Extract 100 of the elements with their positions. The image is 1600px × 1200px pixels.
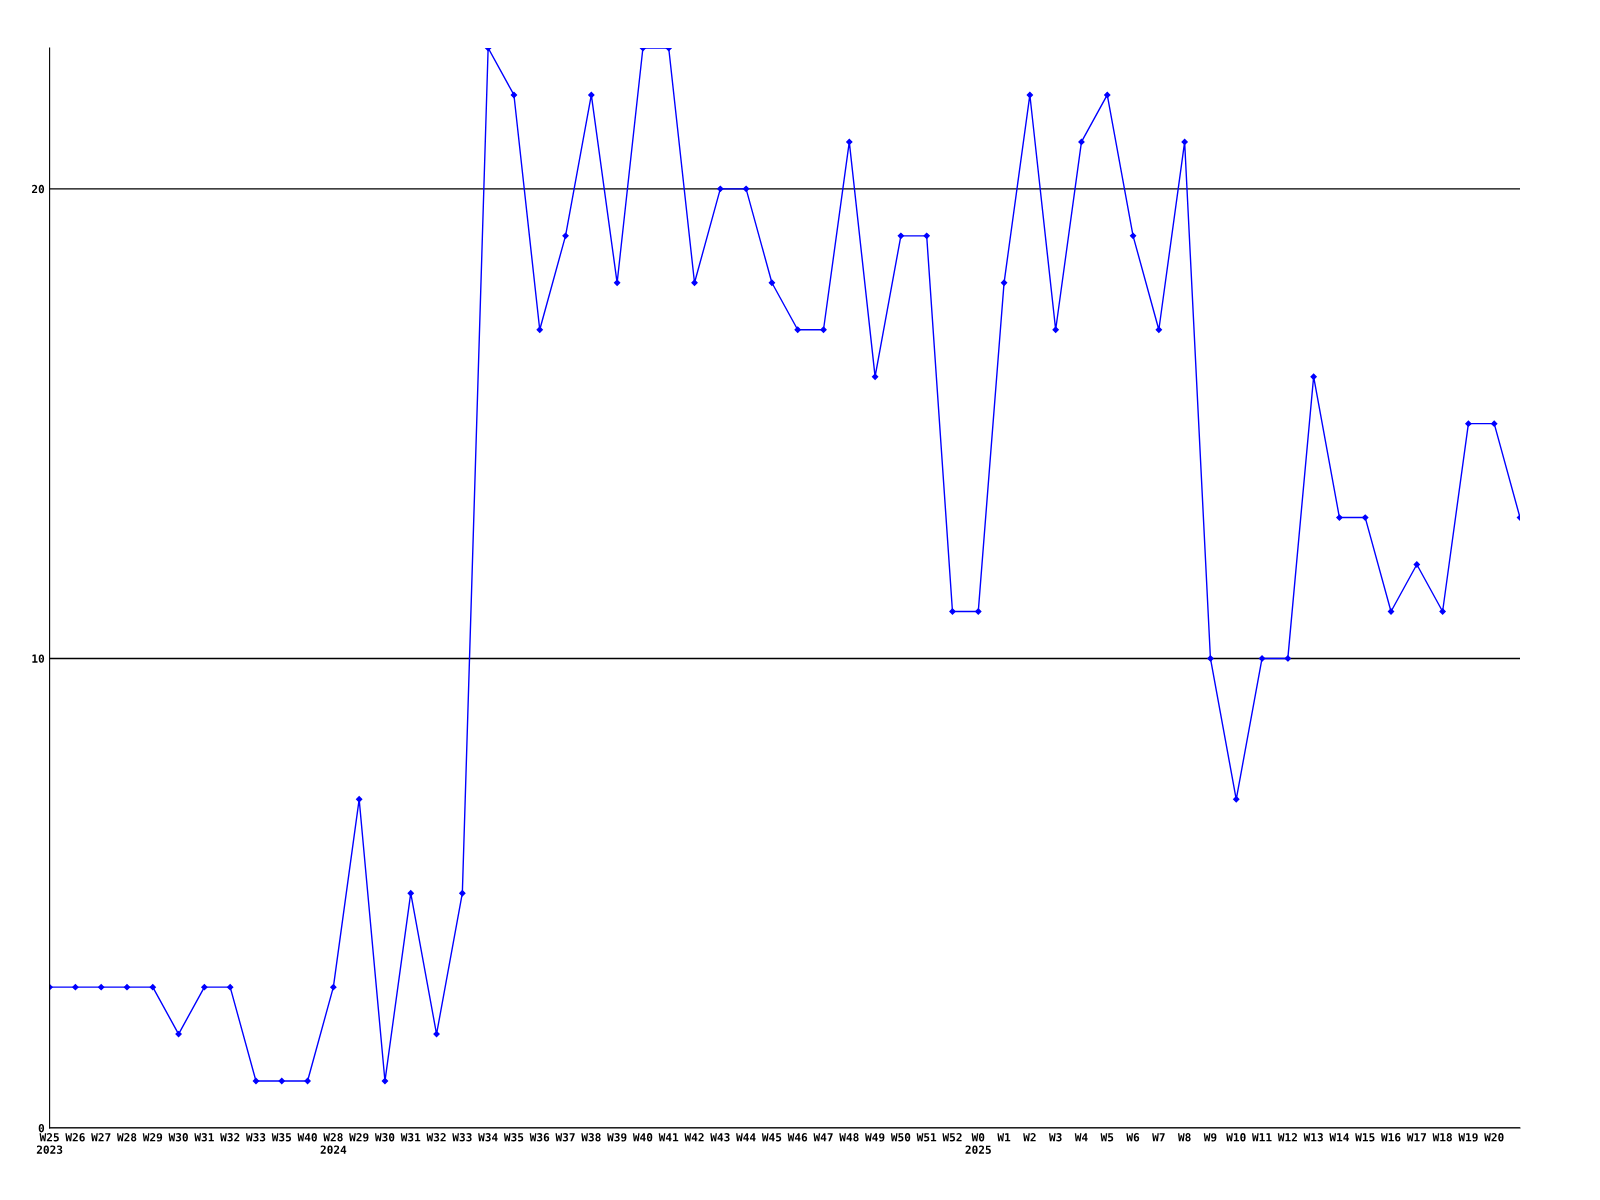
x-tick-label: W30 [168, 1133, 188, 1142]
x-tick-label: W32 [426, 1133, 446, 1142]
point [1052, 326, 1059, 333]
point [149, 983, 156, 991]
x-tick-label: W9 [1203, 1133, 1217, 1142]
x-tick-label: W40 [632, 1133, 653, 1142]
line-series [49, 48, 1520, 1085]
y-tick-label: 0 [38, 1123, 45, 1133]
point [1104, 91, 1111, 99]
point [175, 1030, 182, 1038]
x-tick-label: W6 [1126, 1133, 1140, 1142]
y-tick-label: 10 [32, 654, 45, 663]
x-tick-label: W35 [503, 1133, 524, 1142]
point [846, 138, 853, 146]
point [1413, 561, 1420, 568]
point [407, 890, 414, 897]
point [1491, 420, 1498, 427]
x-tick-label: W0 2025 [965, 1133, 991, 1154]
x-tick-label: W20 [1484, 1133, 1504, 1142]
x-tick-label: W51 [916, 1133, 937, 1142]
point [433, 1030, 440, 1038]
point [278, 1077, 285, 1085]
x-tick-label: W26 [65, 1133, 85, 1142]
point [98, 983, 105, 991]
x-tick-label: W19 [1458, 1133, 1478, 1142]
x-tick-label: W33 [245, 1133, 266, 1142]
x-tick-label: W39 [607, 1133, 627, 1142]
x-tick-label: W52 [942, 1133, 962, 1142]
x-tick-label: W28 2024 [320, 1133, 347, 1154]
point [252, 1077, 260, 1085]
x-tick-label: W28 [116, 1133, 137, 1142]
point [1233, 796, 1240, 803]
point [820, 326, 827, 333]
point [1465, 420, 1472, 427]
point [691, 279, 698, 286]
x-tick-label: W31 [194, 1133, 214, 1142]
point [768, 279, 776, 286]
x-tick-label: W44 [736, 1133, 756, 1142]
x-tick-label: W42 [684, 1133, 704, 1142]
x-tick-label: W15 [1355, 1133, 1375, 1142]
y-tick-label: 20 [31, 184, 45, 194]
x-tick-label: W5 [1100, 1133, 1114, 1142]
x-tick-label: W29 [349, 1133, 369, 1142]
x-tick-label: W50 [890, 1133, 911, 1142]
point [1078, 138, 1085, 146]
x-tick-label: W7 [1152, 1133, 1165, 1142]
point [717, 185, 724, 193]
x-tick-label: W2 [1023, 1133, 1036, 1142]
point [1336, 514, 1343, 521]
x-tick-label: W8 [1177, 1133, 1191, 1142]
point [1129, 232, 1137, 239]
point [1207, 655, 1214, 662]
x-tick-label: W18 [1432, 1133, 1452, 1142]
x-tick-label: W37 [555, 1133, 575, 1142]
x-tick-label: W38 [581, 1133, 601, 1142]
point [381, 1077, 389, 1085]
point [1026, 91, 1034, 99]
x-tick-label: W46 [787, 1133, 808, 1142]
point [356, 796, 363, 803]
x-tick-label: W14 [1329, 1133, 1349, 1142]
x-tick-label: W13 [1303, 1133, 1323, 1142]
point [1310, 373, 1317, 380]
x-tick-label: W49 [865, 1133, 885, 1142]
x-tick-label: W35 [271, 1133, 292, 1142]
point [1000, 279, 1008, 286]
x-tick-label: W16 [1380, 1133, 1401, 1142]
point [897, 232, 905, 239]
x-tick-label: W27 [91, 1133, 111, 1142]
point [975, 608, 982, 615]
point [613, 279, 621, 286]
point [923, 232, 930, 239]
x-tick-label: W30 [374, 1133, 395, 1142]
x-tick-label: W43 [710, 1133, 730, 1142]
x-tick-label: W32 [220, 1133, 240, 1142]
x-tick-label: W12 [1277, 1133, 1297, 1142]
point [871, 373, 879, 380]
point [1362, 514, 1369, 521]
x-tick-label: W29 [142, 1133, 163, 1142]
x-tick-label: W45 [761, 1133, 782, 1142]
point [330, 983, 337, 991]
x-tick-label: W25 2023 [36, 1133, 63, 1154]
point [1181, 138, 1188, 146]
point [201, 983, 208, 991]
point [1155, 326, 1162, 333]
x-tick-label: W11 [1252, 1133, 1272, 1142]
point [562, 232, 569, 239]
x-tick-label: W48 [839, 1133, 859, 1142]
x-tick-label: W3 [1048, 1133, 1062, 1142]
point [794, 326, 801, 333]
x-tick-label: W31 [400, 1133, 421, 1142]
x-tick-label: W41 [658, 1133, 679, 1142]
point [227, 983, 234, 991]
x-tick-label: W1 [997, 1133, 1011, 1142]
point [949, 608, 956, 615]
x-tick-label: W10 [1226, 1133, 1246, 1142]
point [459, 890, 466, 897]
point [1284, 655, 1291, 662]
point [1258, 655, 1266, 662]
point [588, 91, 595, 99]
point [123, 983, 131, 991]
